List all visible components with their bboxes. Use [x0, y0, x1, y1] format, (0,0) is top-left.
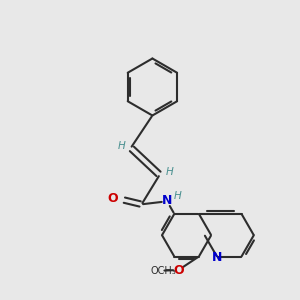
Text: OCH₃: OCH₃	[150, 266, 176, 276]
Text: H: H	[174, 191, 182, 201]
Text: N: N	[212, 251, 222, 264]
Text: H: H	[117, 141, 125, 152]
Text: O: O	[173, 264, 184, 277]
Text: O: O	[108, 192, 118, 206]
Text: N: N	[162, 194, 172, 208]
Text: H: H	[165, 167, 173, 177]
